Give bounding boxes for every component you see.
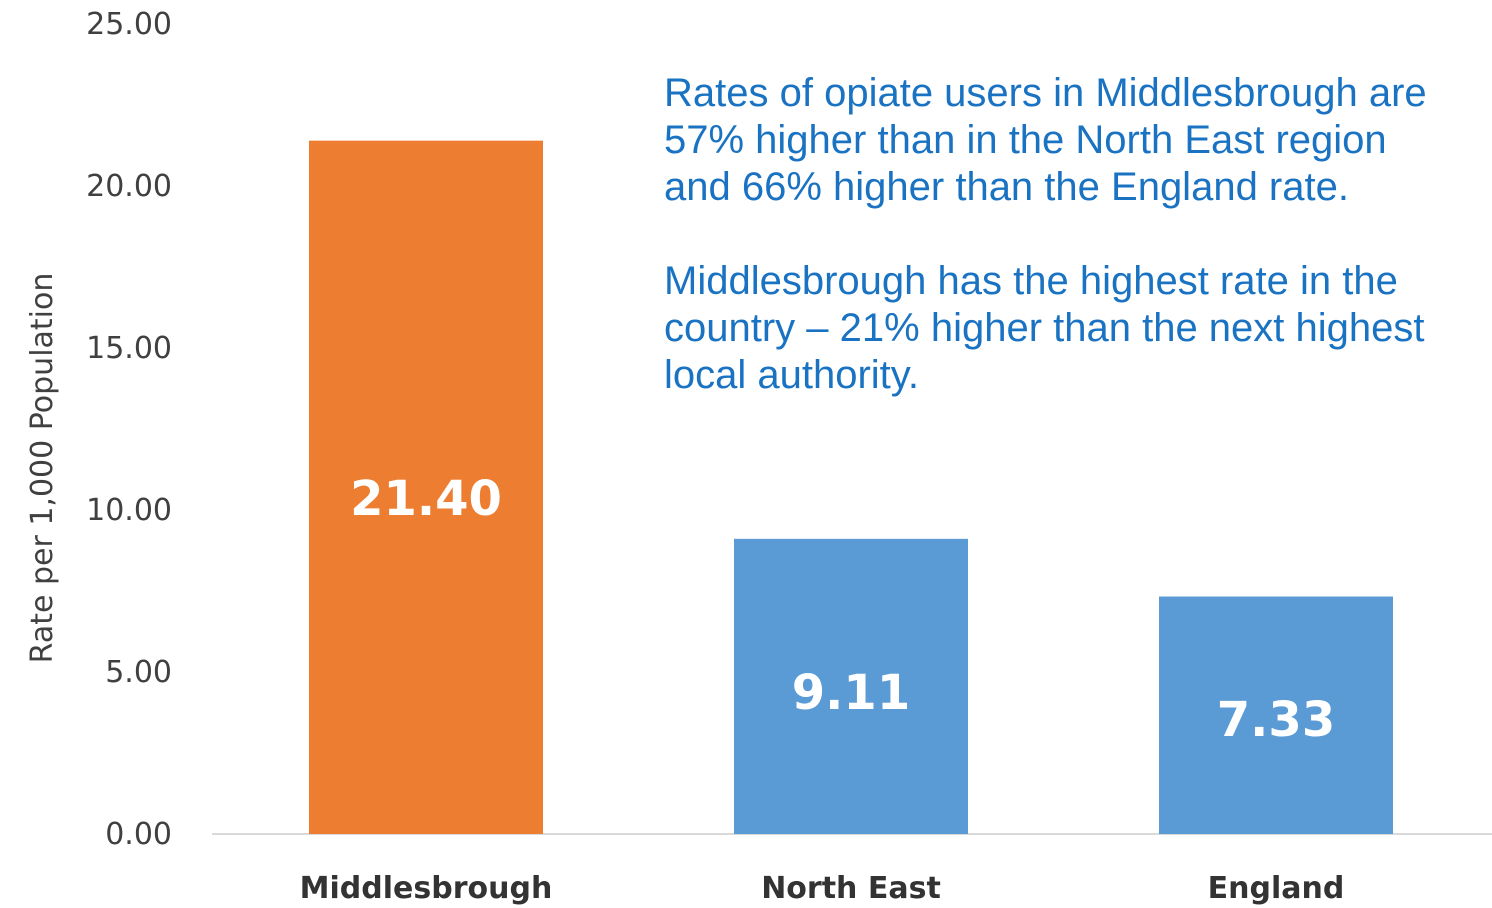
y-tick-label: 20.00	[86, 169, 172, 204]
x-axis-labels: Middlesbrough North East England	[300, 871, 1345, 906]
annotation-line: local authority.	[664, 353, 919, 397]
annotation-line: Rates of opiate users in Middlesbrough a…	[664, 71, 1427, 115]
x-category-label: England	[1208, 871, 1345, 906]
bar	[734, 538, 968, 834]
data-label: 7.33	[1217, 692, 1335, 748]
bars: 21.40 9.11 7.33	[309, 140, 1393, 834]
annotation-line: and 66% higher than the England rate.	[664, 165, 1349, 209]
y-axis-ticks: 0.00 5.00 10.00 15.00 20.00 25.00	[86, 7, 172, 852]
annotation-line: 57% higher than in the North East region	[664, 118, 1387, 162]
bar	[1159, 596, 1393, 834]
annotation-line: Middlesbrough has the highest rate in th…	[664, 259, 1398, 303]
y-axis-title: Rate per 1,000 Population	[25, 273, 60, 664]
data-label: 9.11	[792, 665, 910, 721]
y-tick-label: 15.00	[86, 331, 172, 366]
bar	[309, 140, 543, 834]
x-category-label: Middlesbrough	[300, 871, 553, 906]
y-tick-label: 5.00	[105, 655, 172, 690]
chart-annotation: Rates of opiate users in Middlesbrough a…	[664, 70, 1492, 490]
y-tick-label: 25.00	[86, 7, 172, 42]
annotation-line: country – 21% higher than the next highe…	[664, 306, 1425, 350]
x-category-label: North East	[761, 871, 941, 906]
y-tick-label: 10.00	[86, 493, 172, 528]
y-tick-label: 0.00	[105, 817, 172, 852]
data-label: 21.40	[350, 471, 502, 527]
